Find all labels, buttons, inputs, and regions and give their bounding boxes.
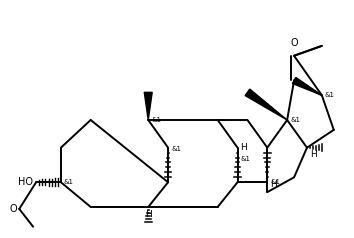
- Text: H: H: [310, 150, 317, 159]
- Text: O: O: [10, 204, 17, 214]
- Text: O: O: [290, 38, 298, 48]
- Text: &1: &1: [171, 146, 181, 152]
- Polygon shape: [144, 92, 152, 120]
- Text: H: H: [145, 210, 152, 219]
- Polygon shape: [292, 77, 322, 95]
- Text: HO: HO: [18, 177, 33, 187]
- Text: &1: &1: [290, 117, 300, 123]
- Text: H: H: [240, 143, 247, 152]
- Text: &1: &1: [325, 92, 335, 98]
- Text: &1: &1: [240, 156, 251, 162]
- Polygon shape: [245, 89, 287, 120]
- Text: H: H: [270, 180, 277, 189]
- Text: &1: &1: [64, 179, 74, 185]
- Text: &1: &1: [270, 179, 280, 185]
- Text: &1: &1: [151, 117, 161, 123]
